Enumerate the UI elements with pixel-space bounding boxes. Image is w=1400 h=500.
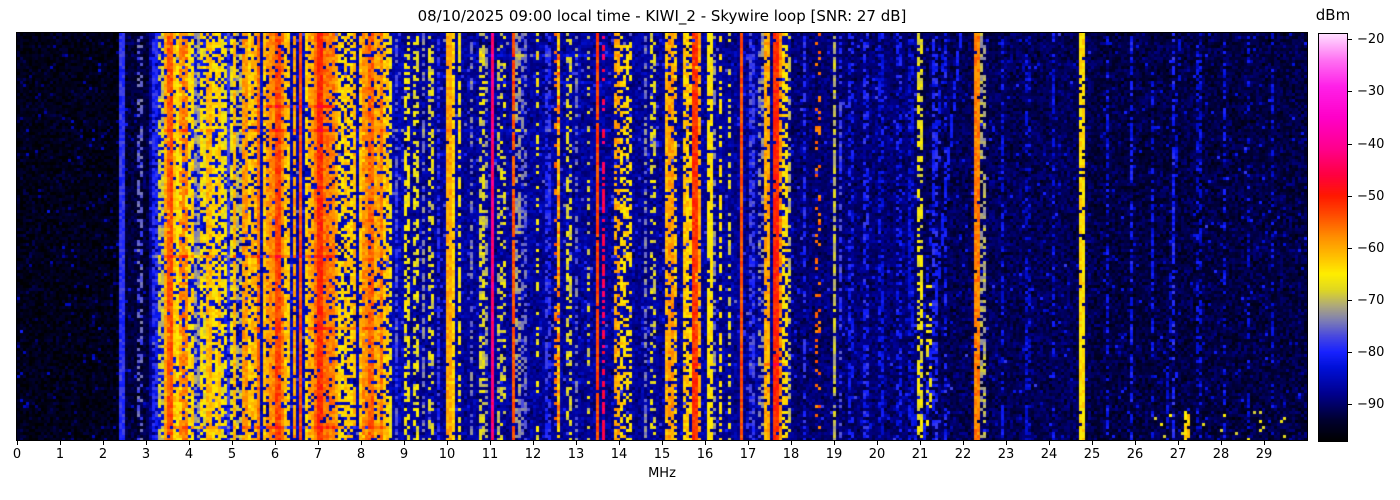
x-tick-mark: [447, 441, 448, 445]
x-tick-mark: [791, 441, 792, 445]
x-tick-label: 10: [438, 447, 456, 462]
x-tick-mark: [103, 441, 104, 445]
x-tick-mark: [705, 441, 706, 445]
x-tick-mark: [1092, 441, 1093, 445]
colorbar-tick-label: −50: [1357, 189, 1385, 204]
x-tick-label: 18: [782, 447, 800, 462]
x-tick-label: 2: [98, 447, 108, 462]
colorbar-tick-mark: [1347, 352, 1352, 353]
colorbar-tick-label: −80: [1357, 345, 1385, 360]
x-tick-label: 14: [610, 447, 628, 462]
x-tick-label: 21: [911, 447, 929, 462]
x-tick-label: 19: [825, 447, 843, 462]
x-tick-label: 11: [481, 447, 499, 462]
colorbar-tick-label: −60: [1357, 241, 1385, 256]
x-tick-label: 17: [739, 447, 757, 462]
x-tick-label: 13: [567, 447, 585, 462]
x-tick-mark: [60, 441, 61, 445]
x-tick-label: 20: [868, 447, 886, 462]
colorbar-tick-mark: [1347, 248, 1352, 249]
x-tick-mark: [1264, 441, 1265, 445]
x-tick-mark: [1049, 441, 1050, 445]
x-tick-label: 24: [1040, 447, 1058, 462]
x-tick-mark: [404, 441, 405, 445]
x-tick-label: 15: [653, 447, 671, 462]
colorbar-tick-mark: [1347, 300, 1352, 301]
x-tick-mark: [834, 441, 835, 445]
x-tick-label: 27: [1169, 447, 1187, 462]
x-tick-mark: [361, 441, 362, 445]
colorbar-tick-mark: [1347, 91, 1352, 92]
x-tick-label: 16: [696, 447, 714, 462]
x-axis-label: MHz: [648, 466, 676, 481]
x-tick-mark: [1135, 441, 1136, 445]
colorbar-tick-label: −70: [1357, 293, 1385, 308]
colorbar-tick-label: −90: [1357, 397, 1385, 412]
x-tick-label: 26: [1126, 447, 1144, 462]
colorbar-tick-mark: [1347, 404, 1352, 405]
x-tick-label: 7: [313, 447, 323, 462]
colorbar-label: dBm: [1315, 6, 1351, 24]
x-tick-mark: [576, 441, 577, 445]
x-tick-mark: [662, 441, 663, 445]
colorbar-tick-label: −20: [1357, 32, 1385, 47]
x-tick-mark: [17, 441, 18, 445]
x-tick-label: 12: [524, 447, 542, 462]
colorbar-tick-label: −30: [1357, 84, 1385, 99]
x-tick-mark: [619, 441, 620, 445]
x-tick-mark: [490, 441, 491, 445]
x-tick-label: 8: [356, 447, 366, 462]
x-tick-mark: [189, 441, 190, 445]
x-tick-label: 25: [1083, 447, 1101, 462]
x-tick-label: 0: [12, 447, 22, 462]
plot-area: [16, 32, 1308, 441]
colorbar-tick-label: −40: [1357, 137, 1385, 152]
x-tick-label: 4: [184, 447, 194, 462]
x-tick-mark: [232, 441, 233, 445]
x-tick-mark: [533, 441, 534, 445]
x-tick-label: 1: [55, 447, 65, 462]
x-tick-mark: [1178, 441, 1179, 445]
x-tick-label: 29: [1255, 447, 1273, 462]
x-tick-mark: [146, 441, 147, 445]
x-tick-label: 3: [141, 447, 151, 462]
chart-title: 08/10/2025 09:00 local time - KIWI_2 - S…: [417, 7, 907, 25]
x-tick-mark: [963, 441, 964, 445]
x-tick-mark: [920, 441, 921, 445]
x-tick-mark: [1221, 441, 1222, 445]
x-tick-label: 5: [227, 447, 237, 462]
x-tick-label: 23: [997, 447, 1015, 462]
x-tick-mark: [275, 441, 276, 445]
colorbar-gradient: [1319, 34, 1347, 441]
x-tick-label: 9: [399, 447, 409, 462]
colorbar: [1318, 33, 1348, 442]
x-tick-mark: [877, 441, 878, 445]
spectrogram-heatmap: [17, 33, 1307, 440]
x-tick-label: 6: [270, 447, 280, 462]
colorbar-tick-mark: [1347, 39, 1352, 40]
x-tick-mark: [748, 441, 749, 445]
x-tick-mark: [1006, 441, 1007, 445]
colorbar-tick-mark: [1347, 196, 1352, 197]
x-tick-label: 22: [954, 447, 972, 462]
colorbar-tick-mark: [1347, 144, 1352, 145]
x-tick-mark: [318, 441, 319, 445]
x-tick-label: 28: [1212, 447, 1230, 462]
